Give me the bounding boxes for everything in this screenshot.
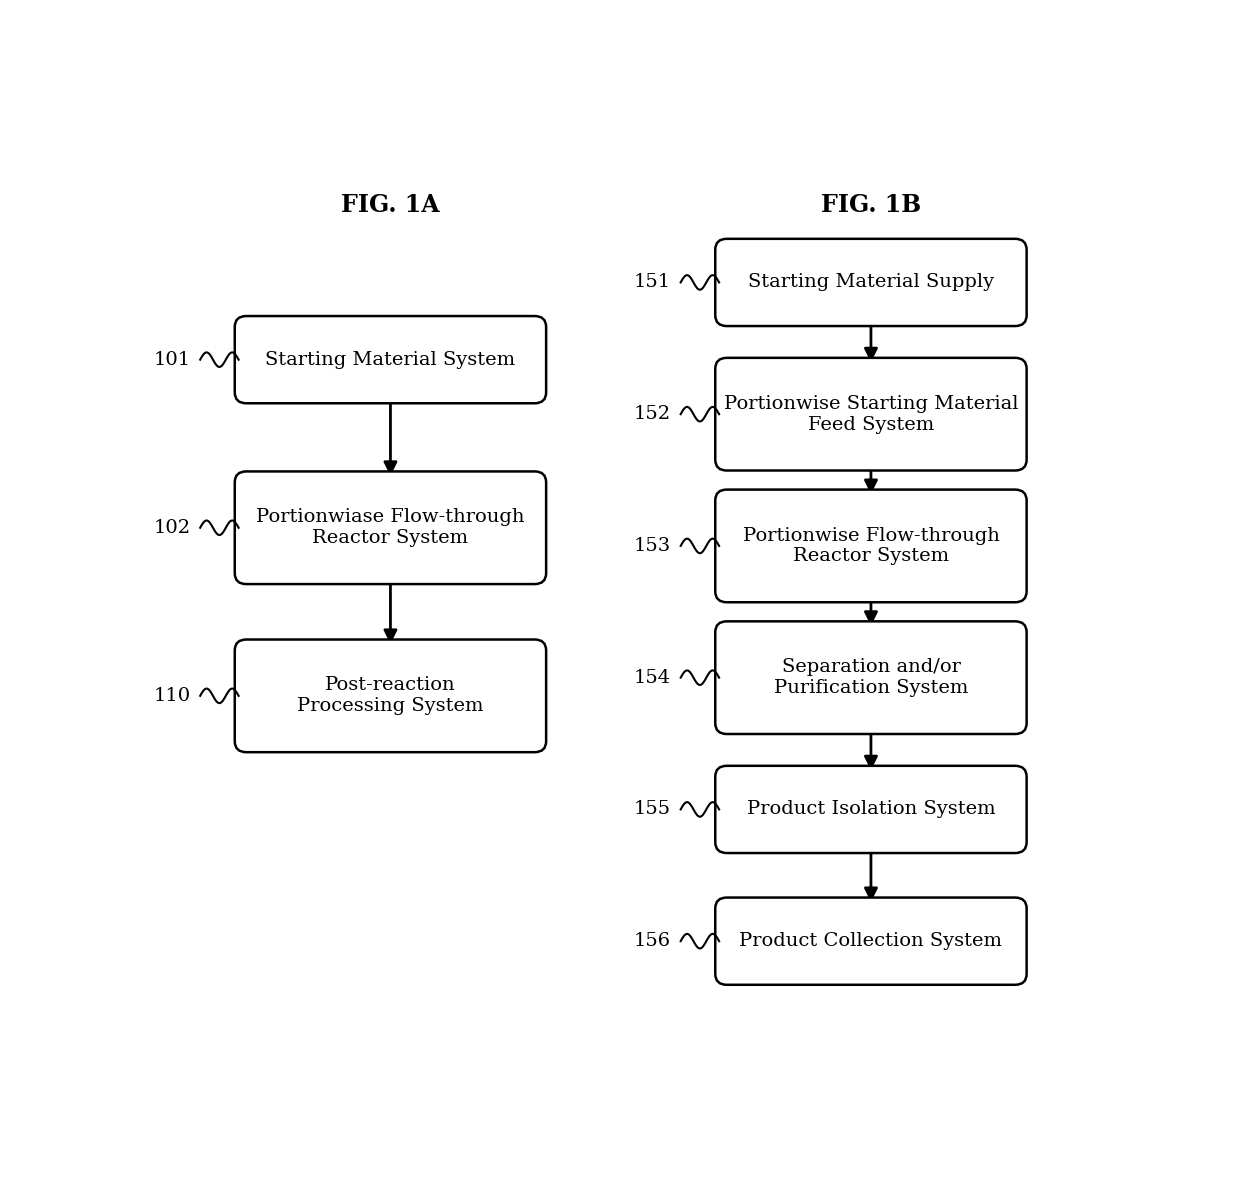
Text: Product Collection System: Product Collection System [739,932,1002,950]
FancyBboxPatch shape [715,622,1027,734]
Text: Starting Material Supply: Starting Material Supply [748,274,994,291]
FancyBboxPatch shape [715,766,1027,853]
Text: 155: 155 [634,800,671,819]
FancyBboxPatch shape [715,490,1027,602]
Text: 153: 153 [634,537,671,555]
FancyBboxPatch shape [234,316,546,404]
FancyBboxPatch shape [715,898,1027,985]
Text: Portionwise Starting Material
Feed System: Portionwise Starting Material Feed Syste… [724,395,1018,433]
Text: Separation and/or
Purification System: Separation and/or Purification System [774,658,968,697]
Text: FIG. 1B: FIG. 1B [821,194,921,217]
Text: 152: 152 [634,405,671,424]
Text: Portionwise Flow-through
Reactor System: Portionwise Flow-through Reactor System [743,526,999,565]
Text: Portionwiase Flow-through
Reactor System: Portionwiase Flow-through Reactor System [257,509,525,548]
FancyBboxPatch shape [715,238,1027,326]
Text: 101: 101 [154,350,191,368]
Text: FIG. 1A: FIG. 1A [341,194,440,217]
FancyBboxPatch shape [715,358,1027,471]
Text: 110: 110 [154,687,191,704]
FancyBboxPatch shape [234,472,546,584]
Text: Product Isolation System: Product Isolation System [746,800,996,819]
Text: 156: 156 [634,932,671,950]
Text: 102: 102 [154,519,191,537]
Text: 151: 151 [634,274,671,291]
Text: Post-reaction
Processing System: Post-reaction Processing System [298,676,484,715]
Text: Starting Material System: Starting Material System [265,350,516,368]
Text: 154: 154 [634,669,671,687]
FancyBboxPatch shape [234,640,546,752]
